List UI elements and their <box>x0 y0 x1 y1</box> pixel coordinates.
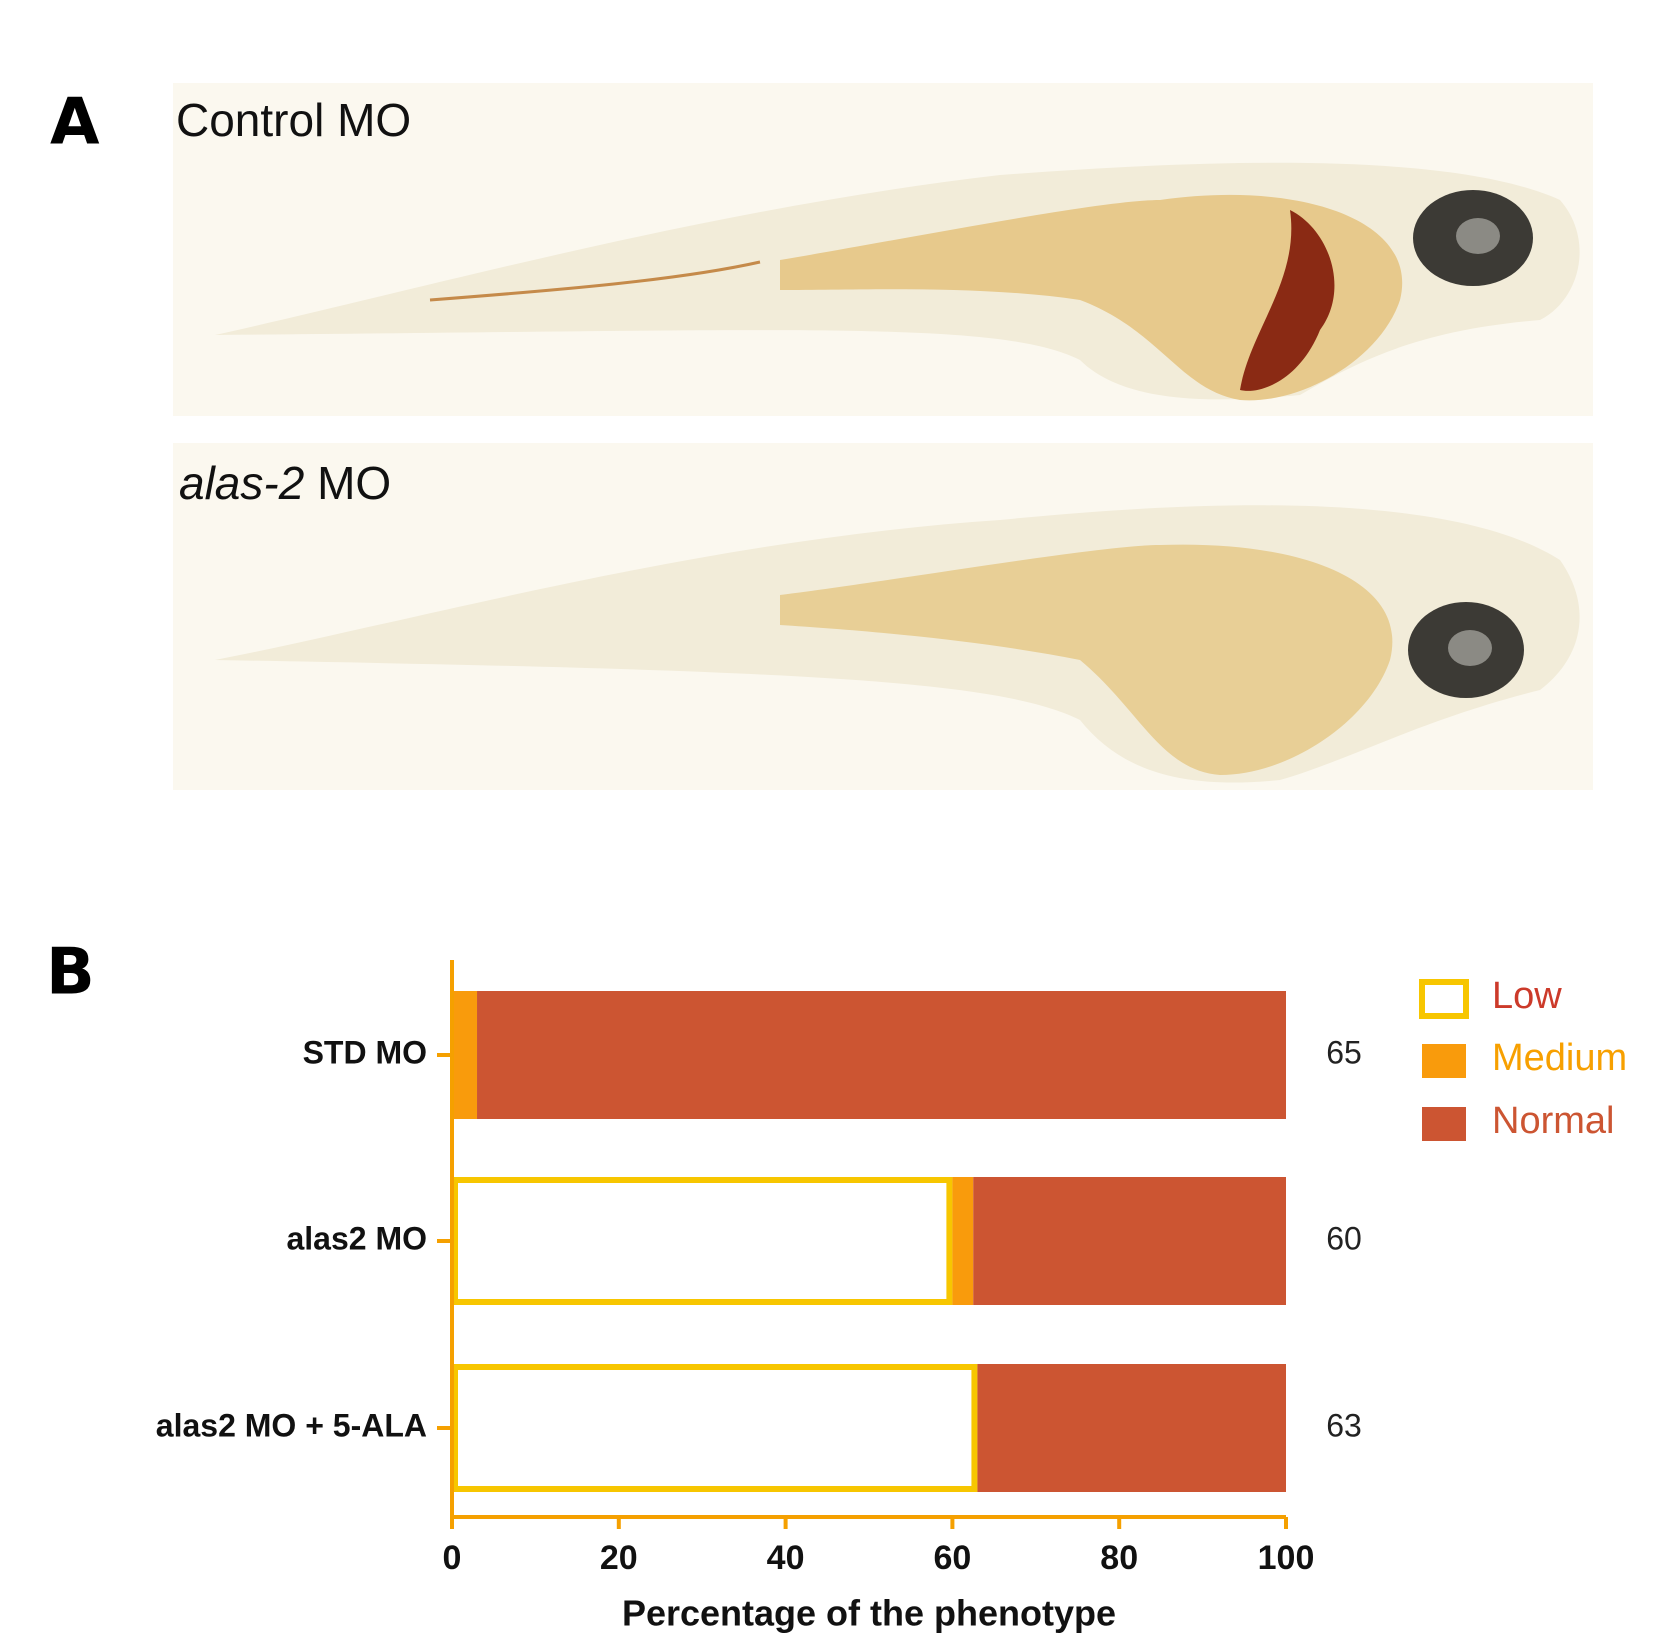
count-label: 65 <box>1326 1034 1362 1070</box>
x-tick-label: 60 <box>933 1539 971 1577</box>
panel-letter: A <box>50 86 100 160</box>
x-tick-label: 20 <box>600 1539 638 1577</box>
x-tick-label: 80 <box>1100 1539 1138 1577</box>
legend-swatch <box>1422 1044 1466 1078</box>
bar-segment <box>977 1364 1286 1492</box>
count-label: 63 <box>1326 1407 1362 1443</box>
label-rest: MO <box>304 457 391 509</box>
panel-label: alas-2 MO <box>179 457 391 509</box>
photo <box>173 443 1593 790</box>
label-italic: alas-2 <box>179 457 304 509</box>
y-tick-label: STD MO <box>303 1034 427 1070</box>
bar-segment <box>452 991 478 1119</box>
legend-label: Low <box>1492 975 1562 1017</box>
x-tick-label: 40 <box>767 1539 805 1577</box>
bar-segment <box>952 1177 974 1305</box>
y-tick-label: alas2 MO <box>286 1220 427 1256</box>
legend-label: Medium <box>1492 1037 1627 1079</box>
legend-swatch <box>1419 979 1469 1019</box>
x-tick-label: 100 <box>1258 1539 1315 1577</box>
y-tick-label: alas2 MO + 5-ALA <box>156 1407 427 1443</box>
bar-segment <box>452 1364 978 1492</box>
count-label: 60 <box>1326 1220 1362 1256</box>
panel-letter: B <box>46 936 95 1010</box>
bar-segment <box>973 1177 1286 1305</box>
legend-swatch <box>1422 1107 1466 1141</box>
x-axis-label: Percentage of the phenotype <box>622 1593 1116 1634</box>
x-tick-label: 0 <box>443 1539 462 1577</box>
legend-label: Normal <box>1492 1100 1614 1142</box>
panel-label: Control MO <box>176 94 411 146</box>
bar-segment <box>452 1177 953 1305</box>
bar-segment <box>477 991 1286 1119</box>
photo <box>173 83 1593 416</box>
